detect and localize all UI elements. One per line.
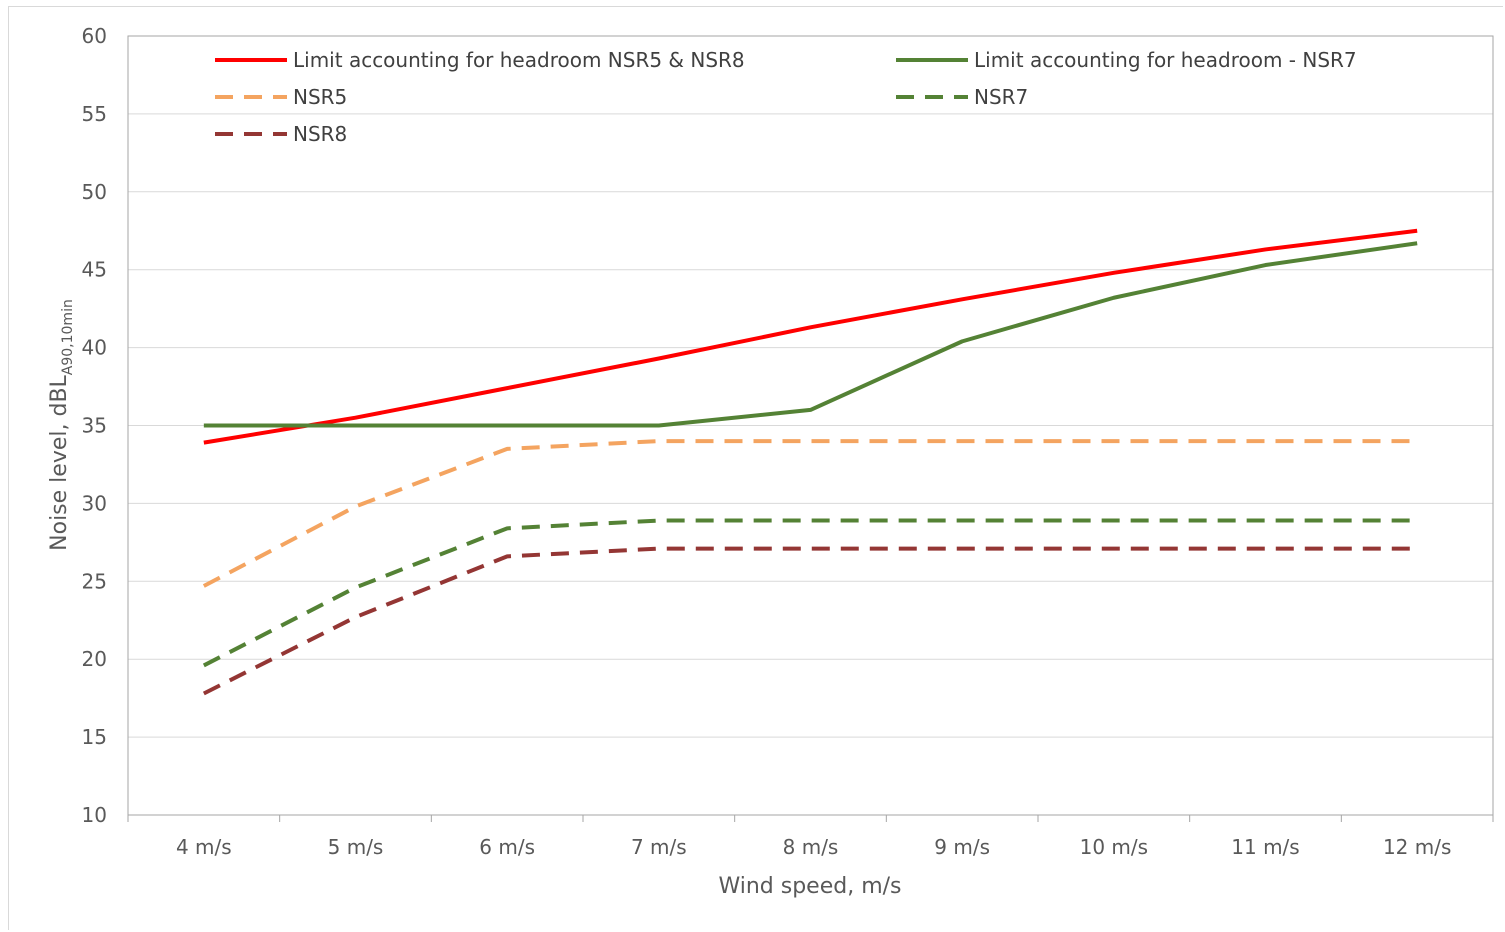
x-axis-title: Wind speed, m/s bbox=[718, 874, 901, 899]
x-tick-label: 6 m/s bbox=[479, 835, 535, 859]
x-tick-label: 4 m/s bbox=[176, 835, 232, 859]
legend-label: NSR8 bbox=[293, 122, 347, 146]
legend-label: Limit accounting for headroom - NSR7 bbox=[974, 48, 1357, 72]
series-line-1 bbox=[203, 241, 1418, 428]
x-tick-label: 5 m/s bbox=[328, 835, 384, 859]
legend-label: NSR5 bbox=[293, 85, 347, 109]
y-tick-label: 30 bbox=[82, 491, 107, 515]
series-lines bbox=[202, 228, 1418, 696]
plot-area-border bbox=[127, 35, 1494, 816]
x-tick-label: 8 m/s bbox=[783, 835, 839, 859]
series-line-2 bbox=[202, 439, 1418, 588]
chart-frame bbox=[8, 6, 1503, 930]
y-tick-label: 15 bbox=[82, 725, 107, 749]
series-line-4 bbox=[202, 546, 1418, 696]
y-tick-label: 60 bbox=[82, 24, 107, 48]
series-line-3 bbox=[202, 518, 1418, 668]
y-tick-label: 35 bbox=[82, 414, 107, 438]
legend: Limit accounting for headroom NSR5 & NSR… bbox=[215, 48, 1357, 146]
x-tick-label: 12 m/s bbox=[1383, 835, 1451, 859]
y-tick-label: 20 bbox=[82, 647, 107, 671]
y-axis-title: Noise level, dBLA90,10min bbox=[47, 299, 76, 551]
y-tick-labels: 10 15 20 25 30 35 40 45 50 55 60 bbox=[82, 24, 107, 827]
y-tick-label: 25 bbox=[82, 569, 107, 593]
series-line-0 bbox=[203, 228, 1418, 445]
x-tick-label: 7 m/s bbox=[631, 835, 687, 859]
x-tick-label: 9 m/s bbox=[934, 835, 990, 859]
legend-label: Limit accounting for headroom NSR5 & NSR… bbox=[293, 48, 745, 72]
y-tick-label: 45 bbox=[82, 258, 107, 282]
y-tick-label: 40 bbox=[82, 336, 107, 360]
y-tick-label: 10 bbox=[82, 803, 107, 827]
x-tick-label: 11 m/s bbox=[1231, 835, 1299, 859]
x-tick-labels: 4 m/s 5 m/s 6 m/s 7 m/s 8 m/s 9 m/s 10 m/s 11 m… bbox=[176, 835, 1451, 859]
axes bbox=[127, 35, 1494, 822]
y-axis-title-main: Noise level, dBL bbox=[47, 374, 72, 550]
x-tick-label: 10 m/s bbox=[1080, 835, 1148, 859]
y-tick-label: 55 bbox=[82, 102, 107, 126]
y-tick-label: 50 bbox=[82, 180, 107, 204]
y-axis-title-subscript: A90,10min bbox=[60, 299, 76, 375]
legend-label: NSR7 bbox=[974, 85, 1028, 109]
